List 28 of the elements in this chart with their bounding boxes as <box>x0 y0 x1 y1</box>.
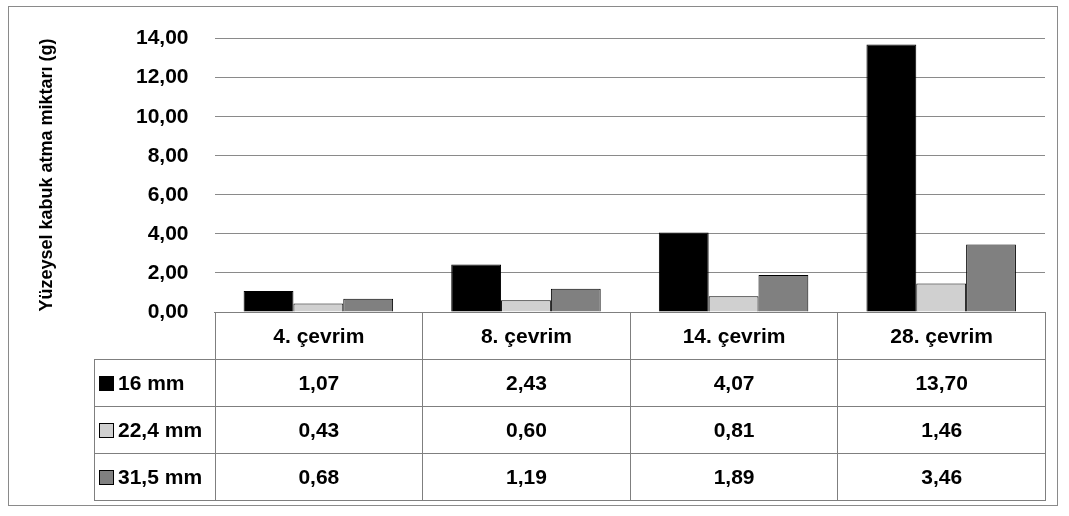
data-label: 1,07 <box>215 359 423 407</box>
data-label: 1,89 <box>630 453 838 501</box>
legend-label: 16 mm <box>94 359 216 407</box>
data-label: 13,70 <box>837 359 1046 407</box>
data-label: 0,60 <box>422 406 631 454</box>
y-tick-label: 12,00 <box>135 64 189 88</box>
y-tick-label: 14,00 <box>135 25 189 49</box>
y-tick-label: 2,00 <box>147 259 189 283</box>
legend-label: 31,5 mm <box>94 453 216 501</box>
x-tick-label: 4. çevrim <box>215 312 423 360</box>
data-label: 0,43 <box>215 406 423 454</box>
y-axis-title: Yüzeysel kabuk atma miktarı (g) <box>35 38 57 312</box>
legend-label: 22,4 mm <box>94 406 216 454</box>
data-label: 2,43 <box>422 359 631 407</box>
data-label: 1,46 <box>837 406 1046 454</box>
y-tick-label: 0,00 <box>147 298 189 322</box>
y-tick-label: 8,00 <box>147 142 189 166</box>
data-label: 3,46 <box>837 453 1046 501</box>
data-label: 4,07 <box>630 359 838 407</box>
data-label: 1,19 <box>422 453 631 501</box>
x-tick-label: 28. çevrim <box>837 312 1046 360</box>
y-tick-label: 10,00 <box>135 103 189 127</box>
y-tick-label: 6,00 <box>147 181 189 205</box>
x-tick-label: 8. çevrim <box>422 312 631 360</box>
y-tick-label: 4,00 <box>147 220 189 244</box>
data-label: 0,81 <box>630 406 838 454</box>
x-tick-label: 14. çevrim <box>630 312 838 360</box>
data-label: 0,68 <box>215 453 423 501</box>
